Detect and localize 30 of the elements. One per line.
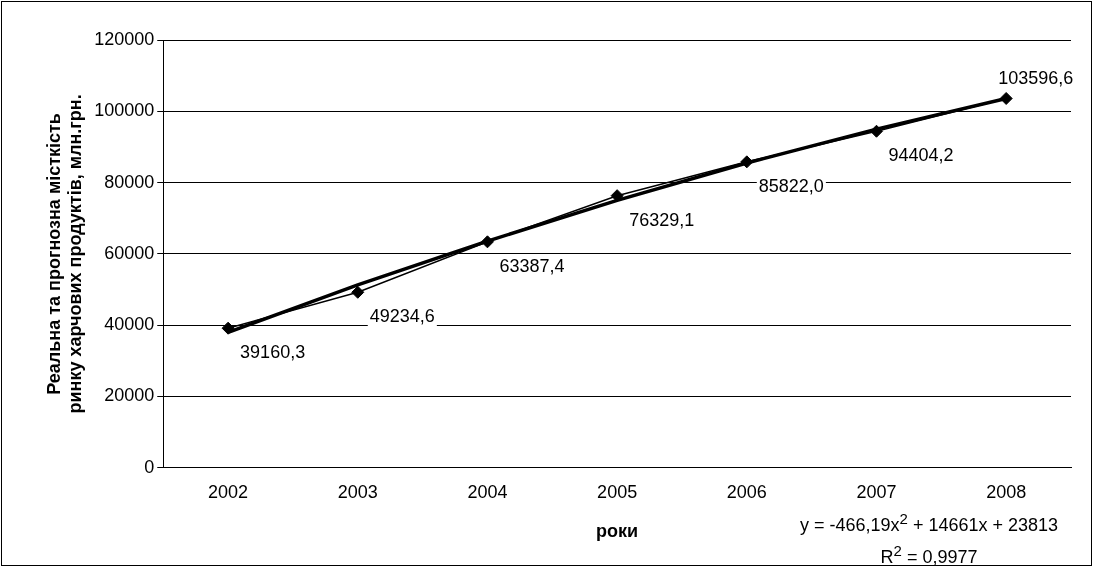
y-tick-label: 120000 <box>94 28 155 49</box>
y-tick-label: 40000 <box>104 314 155 335</box>
data-label: 76329,1 <box>629 209 695 230</box>
x-axis-title: роки <box>596 521 639 542</box>
data-label: 39160,3 <box>240 342 306 363</box>
y-tick-label: 0 <box>144 456 155 477</box>
data-label: 103596,6 <box>998 68 1074 89</box>
data-label: 94404,2 <box>888 145 954 166</box>
y-tick-label: 20000 <box>104 385 155 406</box>
point <box>740 155 754 169</box>
x-tick-label: 2007 <box>856 481 897 502</box>
point <box>999 91 1013 105</box>
y-tick-label: 60000 <box>104 242 155 263</box>
y-tick-label: 80000 <box>104 171 155 192</box>
point <box>480 235 494 249</box>
y-axis-title: Реальна та прогнозна місткість ринку харчових продуктів, млн.грн. <box>43 94 86 414</box>
data-label: 63387,4 <box>499 255 565 276</box>
text: y = -466,19x$^{2}$ + 14661x + 23813 <box>798 509 1059 537</box>
x-tick-label: 2008 <box>986 481 1027 502</box>
point <box>351 285 365 299</box>
text: R$^{2}$ = 0,9977 <box>879 541 979 567</box>
data-label: 49234,6 <box>369 306 435 327</box>
data-label: 85822,0 <box>758 175 824 196</box>
x-tick-label: 2002 <box>208 481 249 502</box>
x-tick-label: 2003 <box>337 481 378 502</box>
x-tick-label: 2006 <box>726 481 767 502</box>
point <box>221 321 235 335</box>
y-tick-label: 100000 <box>94 100 155 121</box>
x-tick-label: 2005 <box>597 481 638 502</box>
x-tick-label: 2004 <box>467 481 508 502</box>
